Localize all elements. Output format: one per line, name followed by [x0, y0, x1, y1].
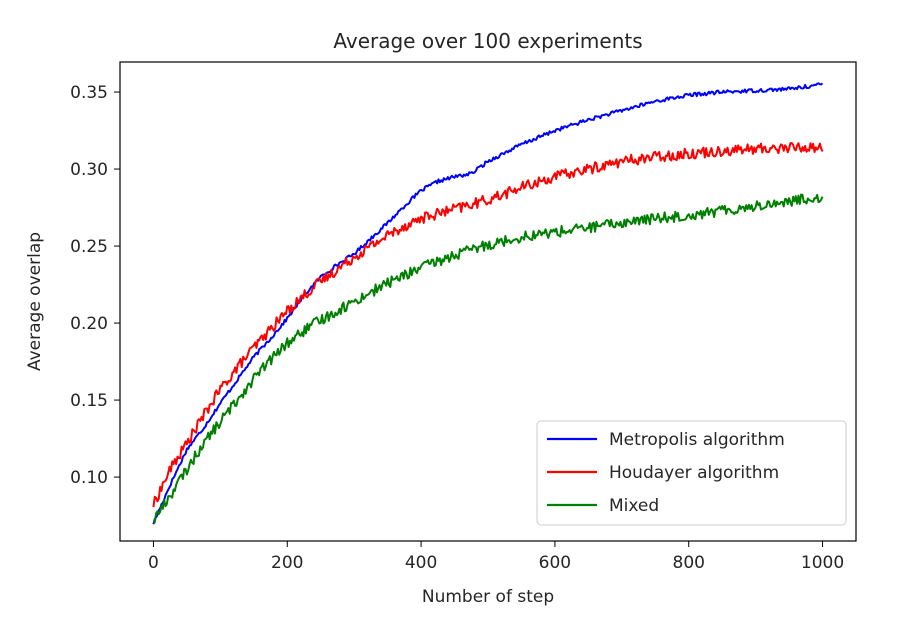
legend-box — [536, 420, 847, 526]
legend: Metropolis algorithm Houdayer algorithm Mi… — [536, 420, 847, 526]
plot-lines — [152, 82, 824, 525]
x-tick-label: 800 — [673, 553, 705, 573]
x-tick-label: 600 — [539, 553, 571, 573]
series-line — [153, 193, 824, 524]
y-tick-label: 0.25 — [70, 237, 108, 257]
chart-title: Average over 100 experiments — [333, 29, 642, 53]
legend-label: Mixed — [609, 496, 659, 516]
y-axis-label: Average overlap — [25, 232, 45, 371]
series-line — [152, 82, 824, 525]
y-tick-label: 0.35 — [70, 83, 108, 103]
x-tick-label: 1000 — [801, 553, 844, 573]
y-tick-label: 0.30 — [70, 160, 108, 180]
y-tick-label: 0.10 — [70, 468, 108, 488]
legend-label: Houdayer algorithm — [609, 463, 779, 483]
y-tick-label: 0.20 — [70, 314, 108, 334]
x-tick-label: 400 — [405, 553, 437, 573]
legend-label: Metropolis algorithm — [609, 430, 785, 450]
plot-frame — [119, 61, 857, 542]
y-axis: 0.10 0.15 0.20 0.25 0.30 0.35 — [70, 83, 120, 488]
x-axis-label: Number of step — [422, 587, 554, 607]
y-tick-label: 0.15 — [70, 391, 108, 411]
x-tick-label: 0 — [148, 553, 159, 573]
x-tick-label: 200 — [271, 553, 303, 573]
x-axis: 0 200 400 600 800 1000 — [148, 541, 844, 573]
series-line — [152, 142, 824, 508]
